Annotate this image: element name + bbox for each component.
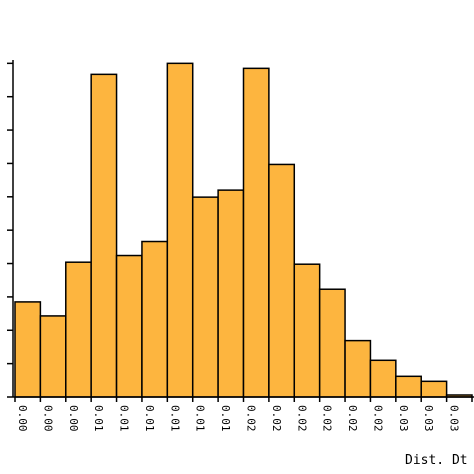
- x-tick-label: 0.01: [118, 405, 131, 432]
- bar: [14, 301, 42, 398]
- bar: [344, 339, 372, 398]
- bar: [166, 62, 194, 398]
- x-tick-label: 0.01: [168, 405, 181, 432]
- x-tick-label: 0.02: [295, 405, 308, 432]
- x-tick-label: 0.03: [448, 405, 461, 432]
- x-tick-label: 0.01: [92, 405, 105, 432]
- bar: [268, 163, 296, 398]
- x-axis-label: Dist. Dt: [405, 453, 468, 468]
- bar: [115, 254, 143, 398]
- x-tick-label: 0.02: [245, 405, 258, 432]
- bar: [420, 380, 448, 398]
- x-tick-label: 0.00: [67, 405, 80, 432]
- bar: [318, 288, 346, 398]
- x-tick-label: 0.02: [270, 405, 283, 432]
- x-tick-label: 0.02: [321, 405, 334, 432]
- bar: [39, 315, 67, 398]
- x-tick-label: 0.03: [422, 405, 435, 432]
- bar: [65, 261, 92, 398]
- bar: [191, 196, 219, 398]
- x-tick-label: 0.02: [346, 405, 359, 432]
- x-tick-label: 0.01: [219, 405, 232, 432]
- x-tick-label: 0.01: [143, 405, 156, 432]
- x-tick-label: 0.02: [371, 405, 384, 432]
- bar: [369, 359, 397, 398]
- x-tick-label: 0.01: [194, 405, 207, 432]
- x-tick-label: 0.03: [397, 405, 410, 432]
- x-tick-label: 0.00: [41, 405, 54, 432]
- bar: [293, 263, 321, 398]
- bar: [90, 73, 118, 398]
- bar: [141, 240, 169, 398]
- x-tick-label: 0.00: [16, 405, 29, 432]
- bar: [242, 67, 270, 398]
- bar: [217, 189, 245, 398]
- bar: [395, 375, 422, 398]
